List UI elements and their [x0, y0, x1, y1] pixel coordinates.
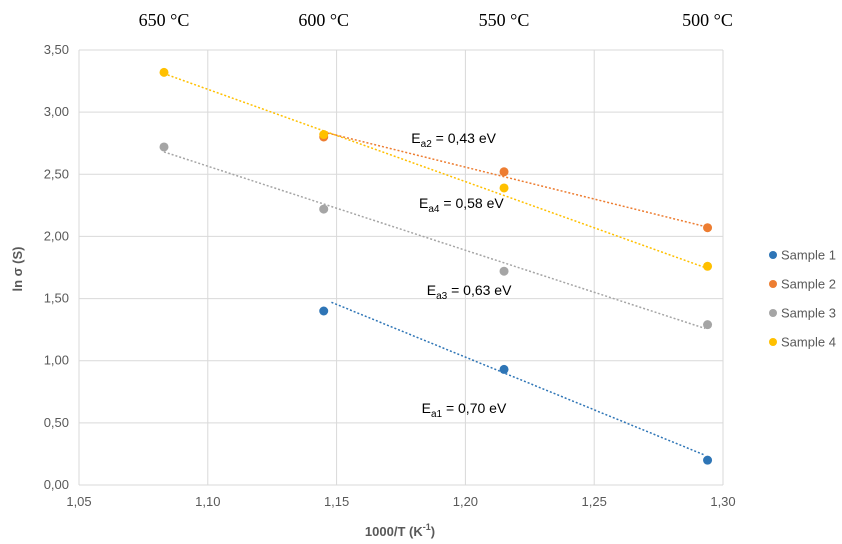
x-tick-label: 1,20	[453, 494, 478, 509]
trendline-sample-4	[163, 72, 706, 269]
point-sample-3	[703, 320, 713, 330]
point-sample-1	[703, 455, 713, 465]
x-tick-labels: 1,05 1,10 1,15 1,20 1,25 1,30	[66, 494, 735, 509]
x-axis-title: 1000/T (K-1)	[365, 522, 435, 539]
y-tick-label: 3,00	[44, 104, 69, 119]
legend-label-sample-4: Sample 4	[781, 335, 836, 350]
legend-marker-sample-2	[769, 280, 777, 288]
x-tick-label: 1,25	[582, 494, 607, 509]
temperature-label: 650 °C	[139, 10, 190, 30]
y-tick-labels: 0,00 0,50 1,00 1,50 2,00 2,50 3,00 3,50	[44, 42, 69, 492]
temperature-label: 600 °C	[298, 10, 349, 30]
legend-marker-sample-4	[769, 338, 777, 346]
activation-energy-label: Ea1 = 0,70 eV	[422, 400, 507, 420]
legend: Sample 1 Sample 2 Sample 3 Sample 4	[769, 248, 836, 350]
legend-label-sample-1: Sample 1	[781, 248, 836, 263]
temperature-labels: 650 °C 600 °C 550 °C 500 °C	[139, 10, 733, 30]
x-tick-label: 1,10	[195, 494, 220, 509]
legend-marker-sample-1	[769, 251, 777, 259]
trendline-sample-2	[323, 131, 706, 228]
legend-marker-sample-3	[769, 309, 777, 317]
activation-energy-labels: Ea2 = 0,43 eV Ea4 = 0,58 eV Ea3 = 0,63 eV E…	[411, 130, 512, 420]
point-sample-3	[499, 266, 509, 276]
temperature-label: 500 °C	[682, 10, 733, 30]
grid-lines	[78, 49, 724, 486]
activation-energy-label: Ea2 = 0,43 eV	[411, 130, 496, 150]
point-sample-4	[159, 67, 169, 77]
y-tick-label: 1,00	[44, 353, 69, 368]
trend-lines	[163, 72, 706, 456]
legend-label-sample-2: Sample 2	[781, 277, 836, 292]
data-points	[159, 67, 713, 465]
trendline-sample-3	[163, 151, 706, 330]
x-tick-label: 1,05	[66, 494, 91, 509]
point-sample-2	[499, 167, 509, 177]
y-tick-label: 0,50	[44, 415, 69, 430]
point-sample-4	[499, 183, 509, 193]
point-sample-2	[703, 223, 713, 233]
point-sample-4	[703, 261, 713, 271]
y-tick-label: 2,00	[44, 228, 69, 243]
point-sample-3	[159, 142, 169, 152]
trendline-sample-1	[331, 301, 706, 456]
y-axis-title: ln σ (S)	[10, 247, 25, 292]
y-tick-label: 0,00	[44, 477, 69, 492]
legend-label-sample-3: Sample 3	[781, 306, 836, 321]
x-tick-label: 1,15	[324, 494, 349, 509]
activation-energy-label: Ea4 = 0,58 eV	[419, 195, 504, 215]
point-sample-4	[319, 130, 329, 140]
activation-energy-label: Ea3 = 0,63 eV	[427, 282, 512, 302]
y-tick-label: 3,50	[44, 42, 69, 57]
y-tick-label: 2,50	[44, 166, 69, 181]
point-sample-1	[499, 364, 509, 374]
y-tick-label: 1,50	[44, 291, 69, 306]
point-sample-1	[319, 306, 329, 316]
temperature-label: 550 °C	[479, 10, 530, 30]
x-tick-label: 1,30	[710, 494, 735, 509]
point-sample-3	[319, 204, 329, 214]
